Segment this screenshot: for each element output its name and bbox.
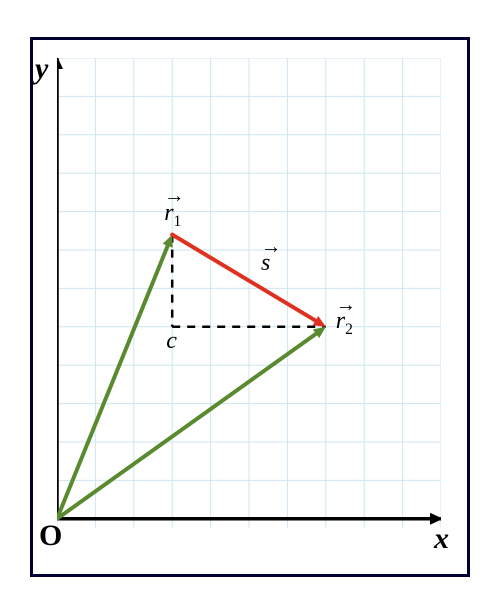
vector-svg bbox=[57, 58, 441, 528]
point-c-label: c bbox=[166, 328, 177, 355]
origin-label: O bbox=[39, 519, 62, 553]
y-axis-label: y bbox=[35, 52, 48, 86]
diagram-frame: y x O r1 r2 s c bbox=[30, 37, 470, 577]
x-axis-label: x bbox=[434, 522, 449, 556]
vector-r1-label: r1 bbox=[164, 200, 181, 231]
vector-r2-label: r2 bbox=[336, 308, 353, 339]
vector-s-label: s bbox=[261, 250, 270, 277]
plot-area: y x O r1 r2 s c bbox=[57, 58, 441, 528]
